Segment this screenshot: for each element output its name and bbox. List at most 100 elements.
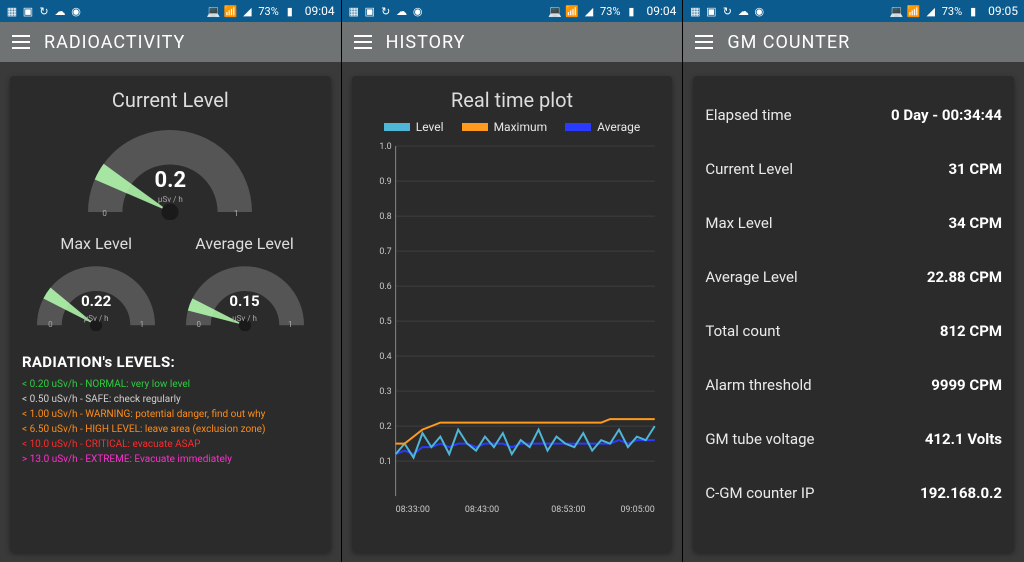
svg-text:0.7: 0.7	[379, 247, 391, 257]
battery-text: 73%	[258, 5, 278, 18]
legend-maximum-label: Maximum	[494, 120, 548, 134]
battery-text: 73%	[942, 5, 962, 18]
battery-icon: ▮	[625, 5, 637, 17]
gm-key: Average Level	[705, 268, 797, 286]
chart-legend: Level Maximum Average	[364, 120, 661, 134]
clock: 09:05	[988, 4, 1018, 18]
gauge-min: 0	[102, 209, 107, 218]
gauge-avg-value: 0.15	[185, 292, 305, 310]
clock: 09:04	[305, 4, 335, 18]
app-bar: RADIOACTIVITY	[0, 22, 341, 62]
hamburger-icon[interactable]	[12, 35, 30, 49]
svg-text:08:53:00: 08:53:00	[551, 505, 585, 515]
gm-row: Current Level31 CPM	[705, 142, 1002, 196]
gauge-unit: µSv / h	[185, 314, 305, 323]
levels-heading: RADIATION's LEVELS:	[22, 353, 319, 371]
cloud-icon: ☁	[54, 5, 66, 17]
wifi-icon: 📶	[908, 5, 920, 17]
svg-text:0.1: 0.1	[379, 457, 391, 467]
notif-icon: ▦	[6, 5, 18, 17]
current-level-label: Current Level	[22, 88, 319, 112]
level-row: < 10.0 uSv/h - CRITICAL: evacuate ASAP	[22, 437, 319, 452]
gm-value: 9999 CPM	[931, 376, 1002, 394]
avg-level-label: Average Level	[170, 234, 318, 253]
legend-average: Average	[565, 120, 640, 134]
level-row: < 1.00 uSv/h - WARNING: potential danger…	[22, 407, 319, 422]
svg-text:0.6: 0.6	[379, 282, 391, 292]
legend-level-label: Level	[416, 120, 444, 134]
gm-key: C-GM counter IP	[705, 484, 814, 502]
phone-radioactivity: ▦ ▣ ↻ ☁ ◉ 💻 📶 ◢ 73% ▮ 09:04 RADIOACTIVIT…	[0, 0, 342, 562]
gm-key: Total count	[705, 322, 780, 340]
signal-icon: ◢	[583, 5, 595, 17]
gauge-current-value: 0.2	[85, 168, 255, 193]
gm-row: Elapsed time 0 Day - 00:34:44	[705, 88, 1002, 142]
laptop-icon: 💻	[207, 5, 219, 17]
gm-row: Max Level34 CPM	[705, 196, 1002, 250]
screen-title: GM COUNTER	[727, 32, 850, 53]
svg-text:0.9: 0.9	[379, 177, 391, 187]
gauge-min: 0	[197, 320, 202, 329]
status-bar: ▦ ▣ ↻ ☁ ◉ 💻 📶 ◢ 73% ▮ 09:04	[342, 0, 683, 22]
gm-key: Current Level	[705, 160, 793, 178]
gm-row: Alarm threshold 9999 CPM	[705, 358, 1002, 412]
notif-icon: ▣	[364, 5, 376, 17]
gm-value: 412.1 Volts	[925, 430, 1002, 448]
screen-title: HISTORY	[386, 32, 466, 53]
svg-text:08:33:00: 08:33:00	[395, 505, 429, 515]
phone-history: ▦ ▣ ↻ ☁ ◉ 💻 📶 ◢ 73% ▮ 09:04 HISTORY Real…	[342, 0, 684, 562]
svg-text:0.5: 0.5	[379, 317, 391, 327]
gauge-avg: 0.15 µSv / h 0 1	[185, 259, 305, 335]
laptop-icon: 💻	[549, 5, 561, 17]
gm-value: 812 CPM	[940, 322, 1002, 340]
status-bar: ▦ ▣ ↻ ☁ ◉ 💻 📶 ◢ 73% ▮ 09:04	[0, 0, 341, 22]
wifi-icon: 📶	[566, 5, 578, 17]
legend-average-label: Average	[597, 120, 640, 134]
sync-icon: ↻	[38, 5, 50, 17]
notif-icon: ▦	[689, 5, 701, 17]
gauge-max-scale: 1	[140, 320, 145, 329]
legend-level: Level	[384, 120, 444, 134]
history-card: Real time plot Level Maximum Average	[352, 76, 673, 552]
battery-text: 73%	[600, 5, 620, 18]
battery-icon: ▮	[967, 5, 979, 17]
gm-key: Alarm threshold	[705, 376, 811, 394]
app-icon: ◉	[753, 5, 765, 17]
status-bar: ▦ ▣ ↻ ☁ ◉ 💻 📶 ◢ 73% ▮ 09:05	[683, 0, 1024, 22]
level-row: < 0.50 uSv/h - SAFE: check regularly	[22, 392, 319, 407]
gm-row: C-GM counter IP192.168.0.2	[705, 466, 1002, 520]
gm-key: Max Level	[705, 214, 772, 232]
clock: 09:04	[646, 4, 676, 18]
max-level-label: Max Level	[22, 234, 170, 253]
signal-icon: ◢	[241, 5, 253, 17]
svg-text:08:43:00: 08:43:00	[465, 505, 499, 515]
gauge-max: 0.22 µSv / h 0 1	[36, 259, 156, 335]
gm-value: 22.88 CPM	[927, 268, 1002, 286]
screen-title: RADIOACTIVITY	[44, 32, 185, 53]
svg-text:09:05:00: 09:05:00	[620, 505, 654, 515]
hamburger-icon[interactable]	[354, 35, 372, 49]
level-row: < 0.20 uSv/h - NORMAL: very low level	[22, 377, 319, 392]
level-row: < 6.50 uSv/h - HIGH LEVEL: leave area (e…	[22, 422, 319, 437]
gm-row: GM tube voltage 412.1 Volts	[705, 412, 1002, 466]
app-icon: ◉	[70, 5, 82, 17]
plot-title: Real time plot	[364, 88, 661, 112]
notif-icon: ▦	[348, 5, 360, 17]
levels-list: < 0.20 uSv/h - NORMAL: very low level< 0…	[22, 377, 319, 467]
signal-icon: ◢	[925, 5, 937, 17]
radioactivity-card: Current Level 0.2 µSv / h 0 1 M	[10, 76, 331, 552]
app-bar: HISTORY	[342, 22, 683, 62]
gauge-current: 0.2 µSv / h 0 1	[85, 120, 255, 224]
gm-key: Elapsed time	[705, 106, 791, 124]
cloud-icon: ☁	[737, 5, 749, 17]
notif-icon: ▣	[705, 5, 717, 17]
hamburger-icon[interactable]	[695, 35, 713, 49]
gauge-max-scale: 1	[288, 320, 293, 329]
sync-icon: ↻	[380, 5, 392, 17]
gauge-min: 0	[48, 320, 53, 329]
app-bar: GM COUNTER	[683, 22, 1024, 62]
svg-text:0.8: 0.8	[379, 212, 391, 222]
svg-text:0.3: 0.3	[379, 387, 391, 397]
gm-key: GM tube voltage	[705, 430, 814, 448]
gm-value: 0 Day - 00:34:44	[891, 106, 1002, 124]
